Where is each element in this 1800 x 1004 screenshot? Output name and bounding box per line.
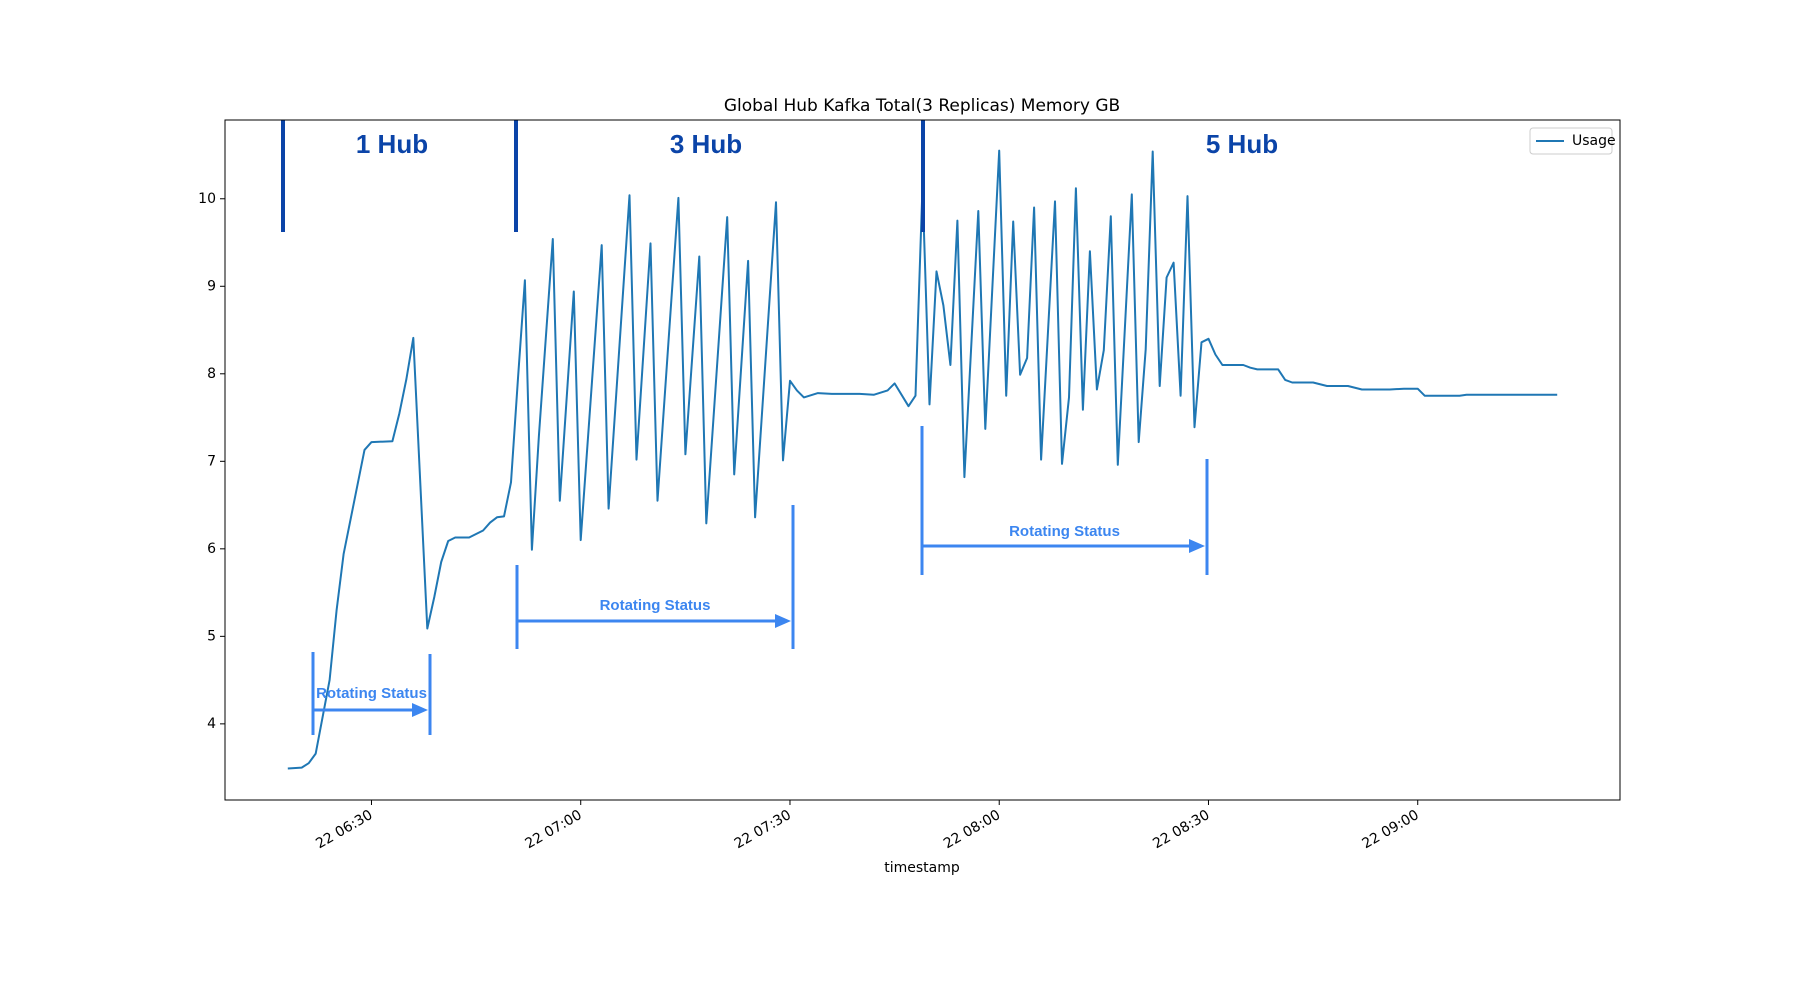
x-axis-label: timestamp xyxy=(884,860,960,876)
status-label: Rotating Status xyxy=(600,597,711,614)
arrow-head xyxy=(1189,539,1205,553)
x-tick-label: 22 08:00 xyxy=(941,807,1003,852)
x-tick-label: 22 07:30 xyxy=(732,807,794,852)
x-tick-label: 22 09:00 xyxy=(1359,807,1421,852)
status-label: Rotating Status xyxy=(316,685,427,702)
x-tick-label: 22 06:30 xyxy=(313,807,375,852)
y-tick-label: 5 xyxy=(207,628,216,644)
y-tick-label: 8 xyxy=(207,366,216,382)
y-tick-label: 9 xyxy=(207,278,216,294)
y-tick-label: 10 xyxy=(198,191,216,207)
y-tick-label: 4 xyxy=(207,716,216,732)
arrow-head xyxy=(775,614,791,628)
hub-label: 1 Hub xyxy=(356,129,428,159)
status-label: Rotating Status xyxy=(1009,523,1120,540)
arrow-head xyxy=(412,703,428,717)
plot-frame xyxy=(224,119,1621,801)
x-tick-label: 22 08:30 xyxy=(1150,807,1212,852)
y-tick-label: 6 xyxy=(207,541,216,557)
legend-label: Usage xyxy=(1572,133,1616,149)
legend-box xyxy=(1529,127,1613,155)
x-tick-label: 22 07:00 xyxy=(522,807,584,852)
hub-label: 3 Hub xyxy=(670,129,742,159)
chart-title: Global Hub Kafka Total(3 Replicas) Memor… xyxy=(724,96,1120,116)
hub-label: 5 Hub xyxy=(1206,129,1278,159)
line xyxy=(287,149,1558,770)
y-tick-label: 7 xyxy=(207,453,216,469)
